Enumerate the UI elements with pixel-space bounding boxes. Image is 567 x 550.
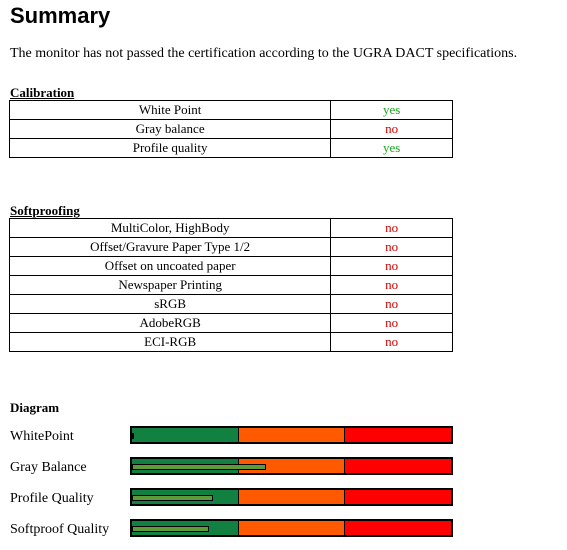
rating-indicator <box>132 495 213 501</box>
softproofing-label: Newspaper Printing <box>8 275 332 295</box>
rating-indicator <box>132 433 134 439</box>
bar-segment-medium <box>237 490 345 504</box>
softproofing-label: ECI-RGB <box>8 332 332 352</box>
bar-segment-bad <box>344 459 451 473</box>
whitepoint-rating-bar <box>130 426 453 444</box>
diagram-label-softproof-quality: Softproof Quality <box>10 522 110 537</box>
rating-indicator <box>132 526 209 532</box>
calibration-label: Profile quality <box>8 138 332 158</box>
calibration-heading: Calibration <box>10 85 75 100</box>
diagram-label-profile-quality: Profile Quality <box>10 491 94 506</box>
table-row: White Point yes <box>8 100 453 120</box>
table-row: Gray balance no <box>8 119 453 139</box>
diagram-label-gray-balance: Gray Balance <box>10 460 87 475</box>
table-row: MultiColor, HighBody no <box>8 218 453 238</box>
softproof-quality-rating-bar <box>130 519 453 537</box>
softproofing-label: Offset/Gravure Paper Type 1/2 <box>8 237 332 257</box>
calibration-label: Gray balance <box>8 119 332 139</box>
softproofing-label: MultiColor, HighBody <box>8 218 332 238</box>
softproofing-value: no <box>330 256 453 276</box>
bar-segment-good <box>132 428 238 442</box>
rating-indicator <box>132 464 266 470</box>
gray-balance-rating-bar <box>130 457 453 475</box>
softproofing-label: Offset on uncoated paper <box>8 256 332 276</box>
table-row: Profile quality yes <box>8 138 453 158</box>
softproofing-heading: Softproofing <box>10 203 80 218</box>
diagram-heading: Diagram <box>10 400 60 415</box>
table-row: Offset/Gravure Paper Type 1/2 no <box>8 237 453 257</box>
bar-segment-bad <box>344 521 451 535</box>
softproofing-label: sRGB <box>8 294 332 314</box>
bar-segment-medium <box>237 521 345 535</box>
table-row: ECI-RGB no <box>8 332 453 352</box>
page-title: Summary <box>10 3 111 28</box>
bar-segment-bad <box>344 428 451 442</box>
softproofing-value: no <box>330 237 453 257</box>
softproofing-label: AdobeRGB <box>8 313 332 333</box>
table-row: sRGB no <box>8 294 453 314</box>
softproofing-value: no <box>330 332 453 352</box>
calibration-table: White Point yes Gray balance no Profile … <box>8 100 453 158</box>
bar-segment-bad <box>344 490 451 504</box>
softproofing-table: MultiColor, HighBody no Offset/Gravure P… <box>8 218 453 352</box>
softproofing-value: no <box>330 313 453 333</box>
calibration-value: no <box>330 119 453 139</box>
calibration-label: White Point <box>8 100 332 120</box>
softproofing-value: no <box>330 218 453 238</box>
calibration-value: yes <box>330 138 453 158</box>
table-row: Newspaper Printing no <box>8 275 453 295</box>
certification-result-text: The monitor has not passed the certifica… <box>10 46 518 61</box>
diagram-label-whitepoint: WhitePoint <box>10 429 74 444</box>
table-row: Offset on uncoated paper no <box>8 256 453 276</box>
bar-segment-medium <box>237 428 345 442</box>
calibration-value: yes <box>330 100 453 120</box>
table-row: AdobeRGB no <box>8 313 453 333</box>
softproofing-value: no <box>330 275 453 295</box>
profile-quality-rating-bar <box>130 488 453 506</box>
softproofing-value: no <box>330 294 453 314</box>
